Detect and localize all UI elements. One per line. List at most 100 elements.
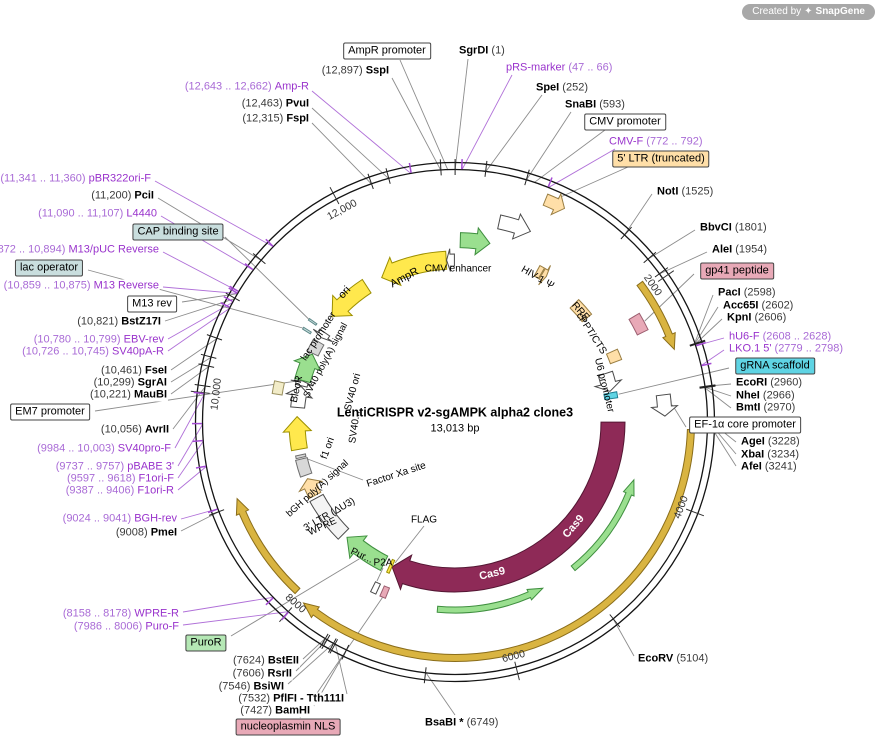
feature-grna-scaffold[interactable]	[603, 391, 619, 401]
feature-label-em7-promoter[interactable]: EM7 promoter	[10, 403, 90, 421]
primer-label-pbabe-3[interactable]: (9737 .. 9757) pBABE 3'	[54, 460, 175, 474]
primer-label-m13-puc-reverse[interactable]: (10,872 .. 10,894) M13/pUC Reverse	[0, 243, 160, 257]
feature-label-grna-scaffold[interactable]: gRNA scaffold	[735, 357, 815, 375]
enzyme-label-ecorv[interactable]: EcoRV (5104)	[637, 652, 710, 666]
feature-f1-ori[interactable]	[282, 415, 313, 452]
enzyme-label-noti[interactable]: NotI (1525)	[656, 185, 715, 199]
feature-label-ampr-promoter[interactable]: AmpR promoter	[343, 42, 431, 60]
enzyme-label-bsiwi[interactable]: (7546) BsiWI	[217, 680, 285, 694]
enzyme-label-sgrai[interactable]: (10,299) SgrAI	[92, 376, 168, 390]
feature-label-cap-binding-site[interactable]: CAP binding site	[132, 223, 224, 241]
feature-3-ltr-u3[interactable]	[298, 478, 324, 500]
enzyme-label-fspi[interactable]: (12,315) FspI	[241, 112, 310, 126]
primer-label-sv40pro-f[interactable]: (9984 .. 10,003) SV40pro-F	[36, 442, 172, 456]
enzyme-label-pvui[interactable]: (12,463) PvuI	[240, 97, 310, 111]
primer-label-amp-r[interactable]: (12,643 .. 12,662) Amp-R	[183, 80, 310, 94]
enzyme-label-pmei[interactable]: (9008) PmeI	[114, 526, 178, 540]
feature-puror[interactable]	[346, 535, 389, 572]
enzyme-label-maubi[interactable]: (10,221) MauBI	[88, 388, 168, 402]
enzyme-label-bsteii[interactable]: (7624) BstEII	[231, 654, 300, 668]
primer-label-prs-marker[interactable]: pRS-marker (47 .. 66)	[505, 61, 614, 75]
feature-cmv-promoter[interactable]	[497, 212, 532, 240]
feature-sv40-promoter[interactable]	[284, 385, 314, 409]
leader-line	[230, 558, 360, 637]
feature-factor-xa-site[interactable]	[295, 453, 307, 460]
feature-lac-promoter[interactable]	[312, 328, 333, 343]
enzyme-label-alei[interactable]: AleI (1954)	[711, 243, 769, 257]
feature-bleor[interactable]	[292, 353, 322, 384]
feature-rre[interactable]	[569, 298, 593, 323]
enzyme-label-bmti[interactable]: BmtI (2970)	[735, 401, 797, 415]
enzyme-label-bsabi[interactable]: BsaBI * (6749)	[424, 716, 500, 730]
feature-ori[interactable]	[331, 278, 372, 317]
feature-label-nucleoplasmin-nls[interactable]: nucleoplasmin NLS	[235, 718, 341, 736]
enzyme-label-paci[interactable]: PacI (2598)	[717, 286, 777, 300]
enzyme-label-pcii[interactable]: (11,200) PciI	[90, 189, 155, 203]
primer-label-f1ori-r[interactable]: (9387 .. 9406) F1ori-R	[64, 484, 175, 498]
enzyme-label-kpni[interactable]: KpnI (2606)	[726, 311, 788, 325]
feature-sv40-poly-a-signal[interactable]	[306, 338, 325, 357]
enzyme-label-rsrii[interactable]: (7606) RsrII	[231, 667, 293, 681]
enzyme-label-bbvci[interactable]: BbvCI (1801)	[699, 221, 768, 235]
enzyme-label-avrii[interactable]: (10,056) AvrII	[99, 423, 170, 437]
feature-inner-label-cmv-enhancer[interactable]: CMV enhancer	[425, 264, 492, 275]
primer-label-f1ori-f[interactable]: (9597 .. 9618) F1ori-F	[65, 472, 175, 486]
feature-label-ef-1-core-promoter[interactable]: EF-1α core promoter	[689, 416, 801, 434]
feature-cas9[interactable]	[391, 421, 626, 593]
feature-p2a[interactable]	[369, 581, 382, 595]
feature-ampr-promoter[interactable]	[446, 248, 455, 272]
enzyme-label-sgrdi[interactable]: SgrDI (1)	[458, 44, 506, 58]
feature-hiv-1-psi-part-2[interactable]	[538, 265, 551, 286]
primer-label-l4440[interactable]: (11,090 .. 11,107) L4440	[37, 207, 158, 221]
feature-label-puror[interactable]: PuroR	[185, 634, 227, 652]
feature-cppt-cts[interactable]	[605, 348, 623, 365]
enzyme-label-spei[interactable]: SpeI (252)	[535, 81, 589, 95]
enzyme-label-fsei[interactable]: (10,461) FseI	[99, 364, 168, 378]
primer-label-bgh-rev[interactable]: (9024 .. 9041) BGH-rev	[61, 512, 178, 526]
primer-label-pbr322ori-f[interactable]: (11,341 .. 11,360) pBR322ori-F	[0, 172, 152, 186]
enzyme-label-ecori[interactable]: EcoRI (2960)	[735, 376, 804, 390]
enzyme-label-xbai[interactable]: XbaI (3234)	[740, 448, 801, 462]
feature-cmv-enhancer[interactable]	[459, 226, 491, 256]
feature-flag[interactable]	[385, 558, 396, 574]
feature-5-ltr-truncated[interactable]	[542, 192, 566, 216]
feature-em7-promoter[interactable]	[290, 379, 314, 388]
feature-u6-promoter[interactable]	[593, 370, 623, 392]
feature-inner-label-cas9[interactable]: Cas9	[478, 565, 506, 583]
enzyme-label-sspi[interactable]: (12,897) SspI	[320, 64, 390, 78]
feature-label-gp41-peptide[interactable]: gp41 peptide	[700, 262, 774, 280]
enzyme-label-afei[interactable]: AfeI (3241)	[740, 460, 798, 474]
feature-label-lac-operator[interactable]: lac operator	[14, 259, 84, 277]
enzyme-label-agei[interactable]: AgeI (3228)	[740, 435, 801, 449]
enzyme-label-bstz17i[interactable]: (10,821) BstZ17I	[76, 315, 162, 329]
feature-ef-1-core-promoter[interactable]	[649, 393, 679, 417]
primer-label-lko-1-5[interactable]: LKO.1 5' (2779 .. 2798)	[728, 342, 845, 356]
enzyme-label-bamhi[interactable]: (7427) BamHI	[239, 704, 311, 718]
feature-cap-binding-site[interactable]	[307, 317, 318, 326]
feature-inner-label-p2a[interactable]: P2A	[374, 558, 393, 569]
feature-inner-label-sv40[interactable]: SV40...	[347, 410, 362, 444]
primer-label-puro-f[interactable]: (7986 .. 8006) Puro-F	[72, 620, 180, 634]
feature-ampr[interactable]	[381, 250, 448, 287]
feature-sv40-ori[interactable]	[271, 380, 285, 396]
feature-label-cmv-promoter[interactable]: CMV promoter	[584, 113, 666, 131]
primer-label-ebv-rev[interactable]: (10,780 .. 10,799) EBV-rev	[32, 333, 165, 347]
feature-gp41-peptide[interactable]	[628, 312, 649, 336]
feature-label-m13-rev[interactable]: M13 rev	[127, 295, 177, 313]
feature-inner-label-flag[interactable]: FLAG	[411, 515, 437, 526]
primer-label-wpre-r[interactable]: (8158 .. 8178) WPRE-R	[61, 607, 180, 621]
primer-label-cmv-f[interactable]: CMV-F (772 .. 792)	[608, 135, 704, 149]
primer-label-hu6-f[interactable]: hU6-F (2608 .. 2628)	[728, 330, 833, 344]
enzyme-label-acc65i[interactable]: Acc65I (2602)	[722, 299, 795, 313]
feature-nucleoplasmin-nls[interactable]	[379, 585, 391, 599]
feature-bgh-poly-a-signal[interactable]	[294, 456, 313, 478]
enzyme-label-pflfi-tth111i[interactable]: (7532) PflFI - Tth111I	[237, 692, 345, 706]
enzyme-label-nhei[interactable]: NheI (2966)	[735, 389, 796, 403]
primer-label-m13-reverse[interactable]: (10,859 .. 10,875) M13 Reverse	[2, 279, 160, 293]
feature-lac-operator[interactable]	[301, 326, 312, 335]
feature-label-5-ltr-truncated[interactable]: 5' LTR (truncated)	[612, 150, 710, 168]
feature-hiv-1-psi-part-1[interactable]	[533, 264, 546, 280]
enzyme-label-snabi[interactable]: SnaBI (593)	[564, 98, 626, 112]
primer-label-sv40pa-r[interactable]: (10,726 .. 10,745) SV40pA-R	[21, 345, 165, 359]
feature-wpre[interactable]	[309, 493, 350, 540]
